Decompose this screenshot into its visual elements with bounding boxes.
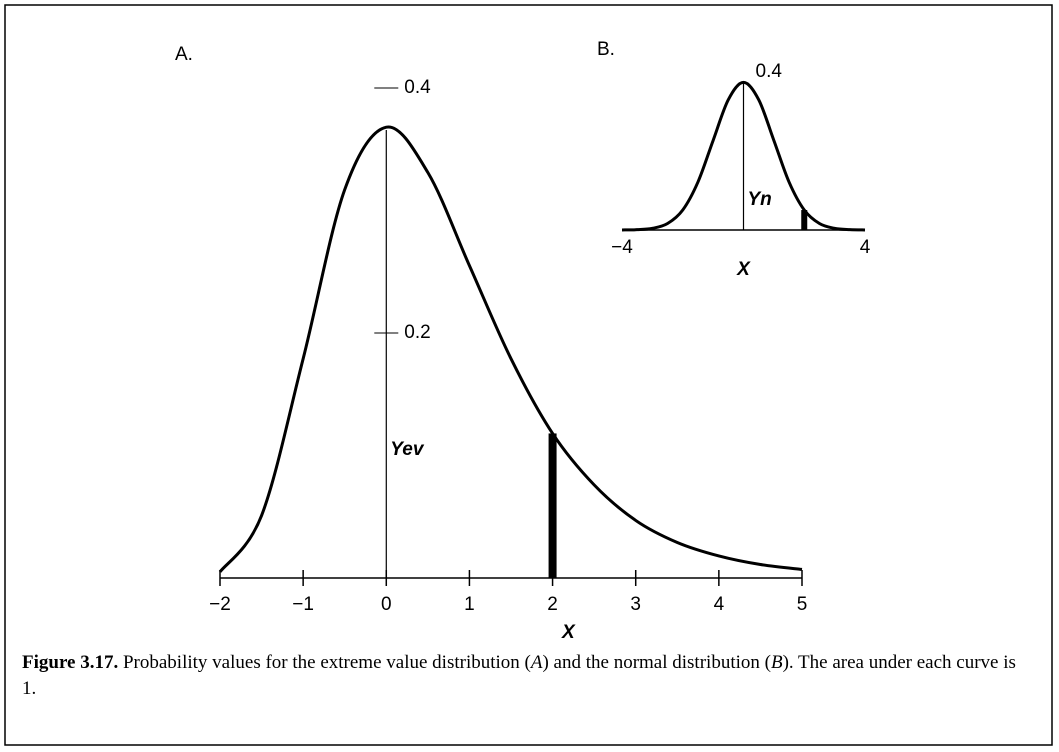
x-tick-label: 4 <box>860 237 871 258</box>
x-axis-label: X <box>736 259 751 280</box>
caption-text: ). The area under each curve is 1. <box>22 652 1016 699</box>
x-tick-label: −2 <box>209 594 231 615</box>
panel-label: A. <box>175 44 193 65</box>
x-tick-label: 4 <box>714 594 725 615</box>
x-tick-label: 0 <box>381 594 392 615</box>
y-axis-label: Yev <box>390 439 425 460</box>
curve <box>218 125 803 573</box>
caption-label: Figure 3.17. <box>22 652 119 673</box>
x-axis-label: X <box>561 622 576 643</box>
panel-label: B. <box>597 39 615 60</box>
caption: Figure 3.17. Probability values for the … <box>22 650 1032 702</box>
y-tick-label: 0.4 <box>404 77 431 98</box>
curve <box>621 80 866 232</box>
y-tick-label: 0.4 <box>756 61 783 82</box>
caption-text: B <box>770 652 783 673</box>
y-tick-label: 0.2 <box>404 322 430 343</box>
x-tick-label: 2 <box>547 594 558 615</box>
y-axis-label: Yn <box>748 189 772 210</box>
x-tick-label: 1 <box>464 594 475 615</box>
x-tick-label: −4 <box>611 237 633 258</box>
caption-text: ) and the normal distribution ( <box>542 652 771 673</box>
x-tick-label: 3 <box>630 594 641 615</box>
highlight-bar <box>801 210 808 230</box>
caption-text: A <box>530 652 543 673</box>
highlight-bar <box>548 433 557 578</box>
caption-text: Probability values for the extreme value… <box>122 652 531 673</box>
x-tick-label: 5 <box>797 594 808 615</box>
frame <box>4 4 1053 746</box>
x-tick-label: −1 <box>292 594 314 615</box>
